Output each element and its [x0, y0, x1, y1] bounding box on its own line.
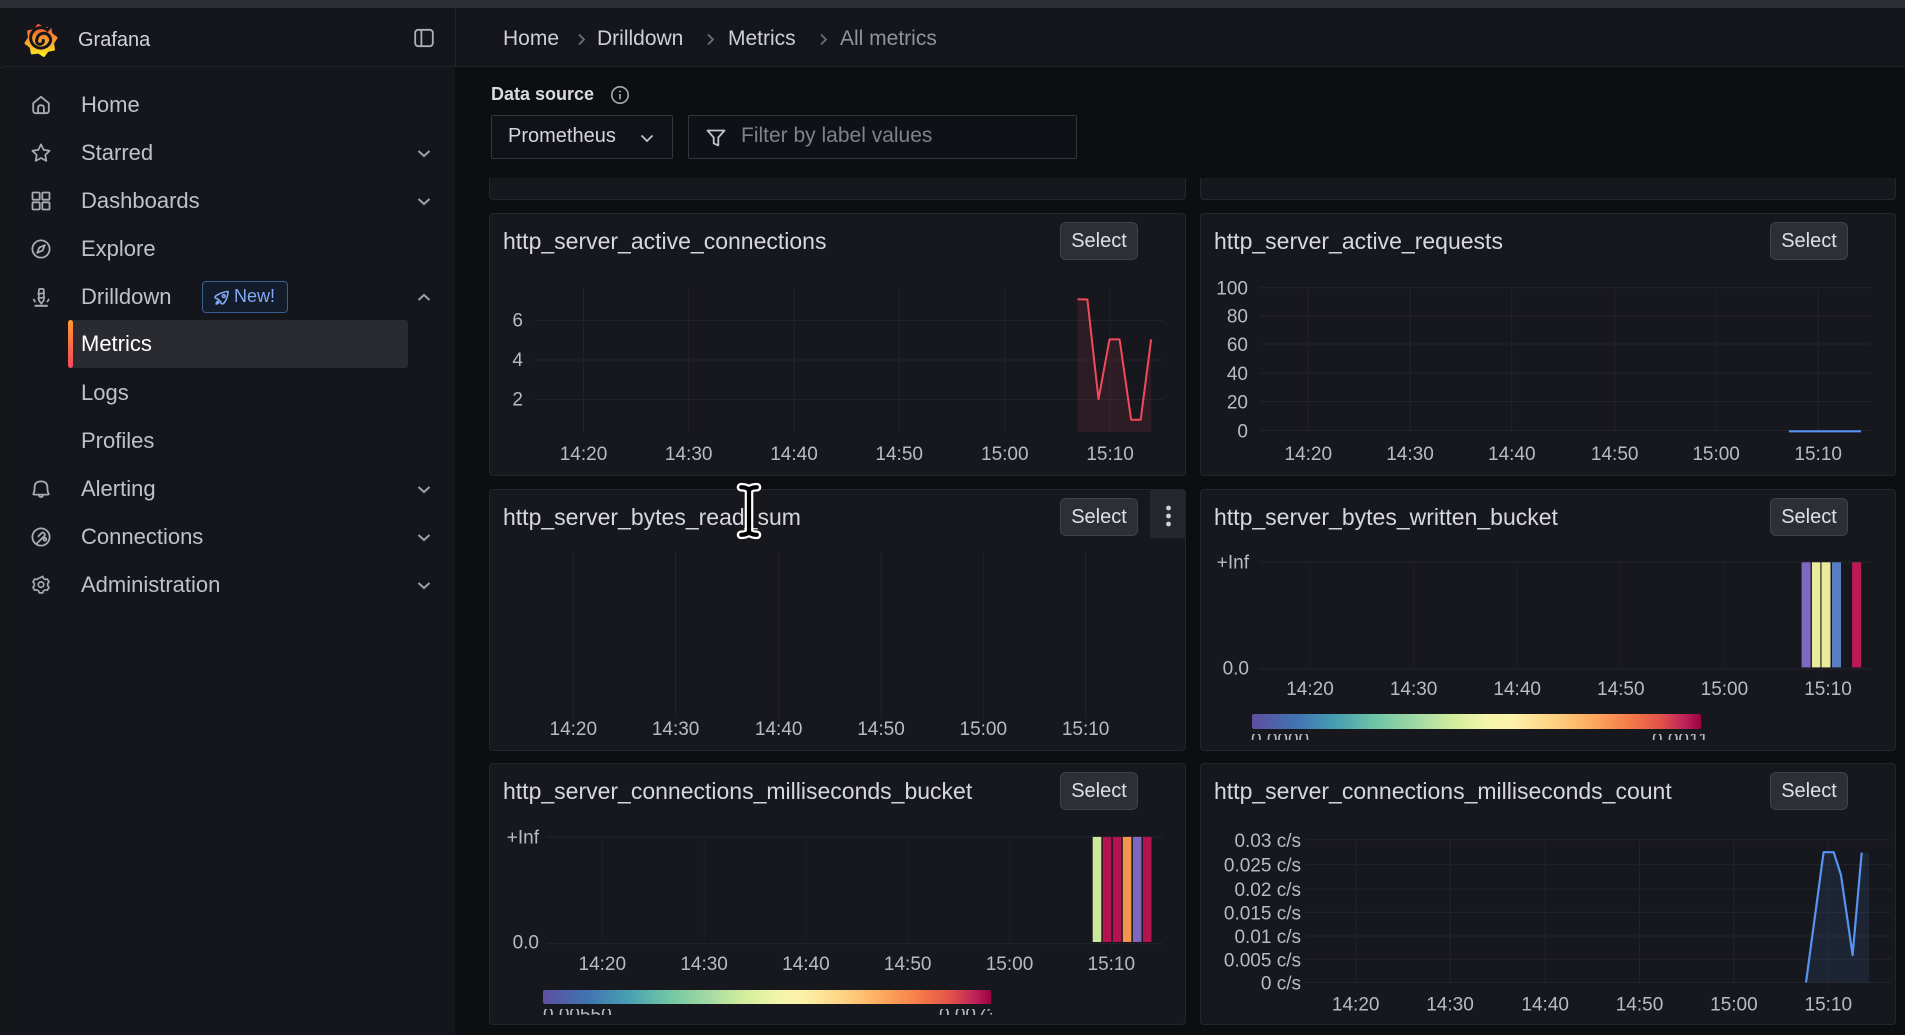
- svg-text:0.01 c/s: 0.01 c/s: [1234, 927, 1301, 948]
- svg-text:14:30: 14:30: [1426, 994, 1474, 1015]
- svg-text:14:50: 14:50: [884, 954, 932, 975]
- svg-text:14:50: 14:50: [1597, 679, 1645, 700]
- svg-text:14:20: 14:20: [1332, 994, 1380, 1015]
- svg-text:14:40: 14:40: [1521, 994, 1569, 1015]
- svg-text:15:10: 15:10: [1805, 994, 1853, 1015]
- svg-text:0: 0: [1237, 422, 1248, 443]
- svg-text:14:40: 14:40: [770, 444, 818, 465]
- svg-text:14:40: 14:40: [1488, 444, 1536, 465]
- svg-text:14:40: 14:40: [755, 719, 803, 740]
- svg-text:0.005 c/s: 0.005 c/s: [1224, 950, 1301, 971]
- svg-text:14:50: 14:50: [1616, 994, 1664, 1015]
- svg-text:15:00: 15:00: [981, 444, 1029, 465]
- svg-text:0.025 c/s: 0.025 c/s: [1224, 856, 1301, 877]
- svg-text:0.0: 0.0: [1223, 658, 1249, 679]
- svg-text:14:40: 14:40: [782, 954, 830, 975]
- svg-text:6: 6: [512, 311, 523, 332]
- svg-text:+Inf: +Inf: [507, 828, 540, 849]
- svg-text:14:20: 14:20: [1286, 679, 1334, 700]
- svg-text:0.0: 0.0: [513, 933, 539, 954]
- svg-text:0 c/s: 0 c/s: [1261, 974, 1301, 995]
- svg-text:2: 2: [512, 390, 523, 411]
- svg-text:15:10: 15:10: [1804, 679, 1852, 700]
- svg-text:14:20: 14:20: [560, 444, 608, 465]
- svg-text:14:50: 14:50: [857, 719, 905, 740]
- svg-text:14:30: 14:30: [1390, 679, 1438, 700]
- svg-text:14:30: 14:30: [1386, 444, 1434, 465]
- svg-text:14:50: 14:50: [875, 444, 923, 465]
- svg-text:14:20: 14:20: [579, 954, 627, 975]
- svg-text:15:00: 15:00: [960, 719, 1008, 740]
- svg-text:14:40: 14:40: [1493, 679, 1541, 700]
- svg-text:4: 4: [512, 350, 523, 371]
- svg-text:0.02 c/s: 0.02 c/s: [1234, 880, 1301, 901]
- svg-text:+Inf: +Inf: [1217, 553, 1250, 574]
- svg-text:15:10: 15:10: [1062, 719, 1110, 740]
- svg-text:14:30: 14:30: [680, 954, 728, 975]
- svg-text:15:00: 15:00: [1692, 444, 1740, 465]
- svg-text:40: 40: [1227, 364, 1248, 385]
- svg-text:15:10: 15:10: [1794, 444, 1842, 465]
- svg-text:20: 20: [1227, 393, 1248, 414]
- svg-text:80: 80: [1227, 307, 1248, 328]
- svg-text:15:00: 15:00: [1701, 679, 1749, 700]
- svg-text:15:10: 15:10: [1088, 954, 1136, 975]
- svg-text:14:20: 14:20: [1285, 444, 1333, 465]
- svg-text:15:10: 15:10: [1086, 444, 1134, 465]
- svg-text:0.03 c/s: 0.03 c/s: [1234, 831, 1301, 852]
- svg-text:0.015 c/s: 0.015 c/s: [1224, 903, 1301, 924]
- svg-text:15:00: 15:00: [986, 954, 1034, 975]
- svg-text:14:20: 14:20: [550, 719, 598, 740]
- svg-text:14:30: 14:30: [665, 444, 713, 465]
- svg-text:60: 60: [1227, 335, 1248, 356]
- svg-text:14:30: 14:30: [652, 719, 700, 740]
- svg-text:15:00: 15:00: [1710, 994, 1758, 1015]
- svg-text:100: 100: [1216, 279, 1248, 300]
- svg-text:14:50: 14:50: [1591, 444, 1639, 465]
